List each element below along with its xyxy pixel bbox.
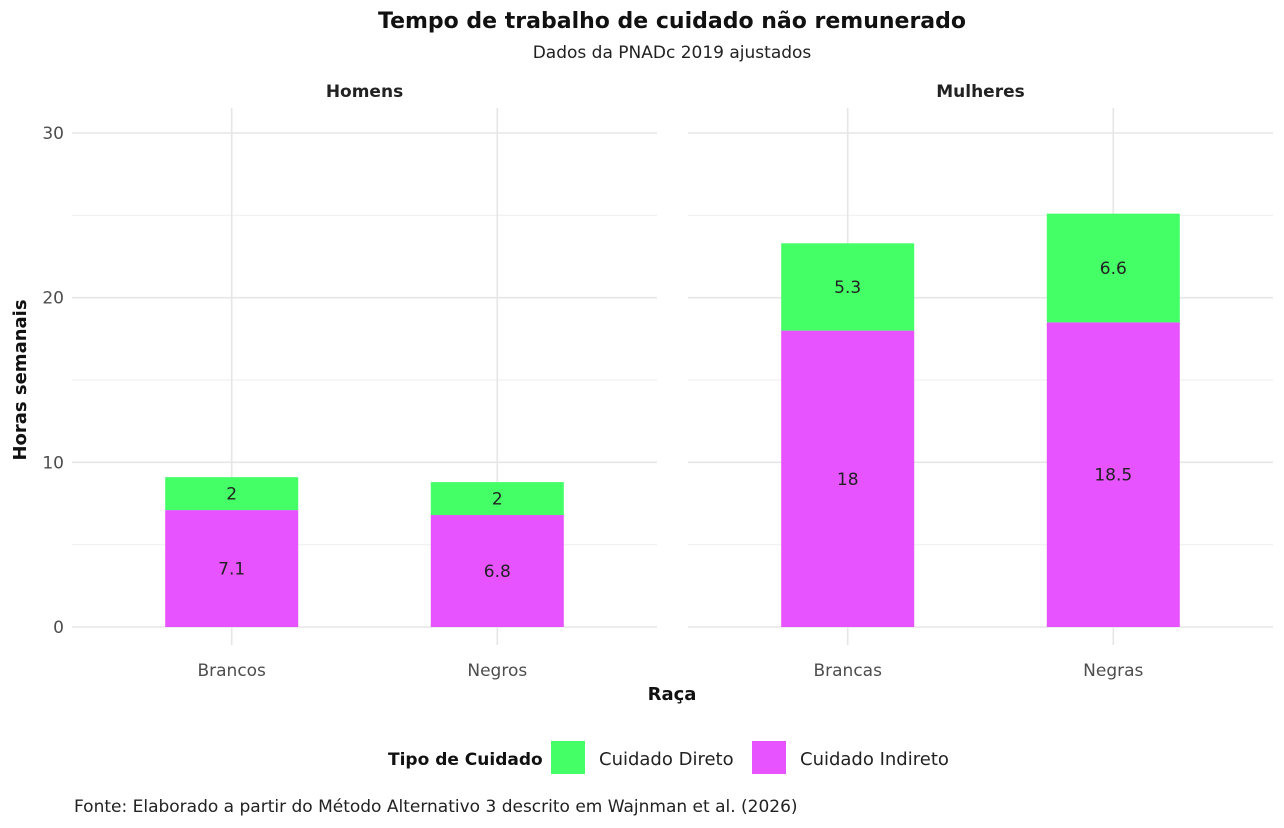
- data-label-cuidado-direto-negros: 2: [492, 490, 503, 510]
- panel-homens: Homens 7.1 2 Brancos 6.8 2 Negros: [72, 82, 657, 681]
- data-label-cuidado-indireto-negros: 6.8: [484, 562, 511, 582]
- bar-cuidado-indireto-negras: [1046, 322, 1180, 627]
- data-label-cuidado-indireto-brancas: 18: [837, 470, 859, 490]
- y-axis-title: Horas semanais: [10, 299, 31, 460]
- bar-cuidado-direto-brancas: [781, 243, 915, 331]
- panels: Homens 7.1 2 Brancos 6.8 2 Negros Mulheres 18 5.3…: [72, 82, 1273, 681]
- legend-swatch-cuidado-direto: [551, 741, 585, 774]
- x-axis-title: Raça: [648, 684, 697, 705]
- bar-cuidado-direto-negras: [1046, 213, 1180, 323]
- x-tick-label-brancas: Brancas: [813, 661, 882, 681]
- data-label-cuidado-direto-brancos: 2: [226, 485, 237, 505]
- x-tick-label-brancos: Brancos: [197, 661, 266, 681]
- bar-cuidado-direto-negros: [430, 482, 564, 516]
- data-label-cuidado-indireto-brancos: 7.1: [218, 560, 245, 580]
- chart-title: Tempo de trabalho de cuidado não remuner…: [378, 9, 966, 34]
- panel-strip-homens: Homens: [326, 82, 403, 102]
- bar-cuidado-direto-brancos: [165, 477, 299, 511]
- chart-subtitle: Dados da PNADc 2019 ajustados: [533, 43, 812, 63]
- legend: Tipo de Cuidado Cuidado Direto Cuidado I…: [388, 741, 949, 774]
- x-tick-label-negras: Negras: [1083, 661, 1143, 681]
- data-label-cuidado-indireto-negras: 18.5: [1094, 466, 1132, 486]
- x-tick-label-negros: Negros: [467, 661, 527, 681]
- bar-cuidado-indireto-brancas: [781, 330, 915, 627]
- data-label-cuidado-direto-negras: 6.6: [1100, 259, 1127, 279]
- legend-title: Tipo de Cuidado: [388, 750, 543, 770]
- y-tick-label-0: 0: [53, 618, 64, 638]
- panel-mulheres: Mulheres 18 5.3 Brancas 18.5 6.6 Negras: [688, 82, 1273, 681]
- y-tick-label-10: 10: [42, 453, 64, 473]
- bar-cuidado-indireto-negros: [430, 515, 564, 627]
- data-label-cuidado-direto-brancas: 5.3: [834, 278, 861, 298]
- panel-strip-mulheres: Mulheres: [936, 82, 1025, 102]
- legend-label-cuidado-direto: Cuidado Direto: [599, 749, 734, 770]
- chart-caption: Fonte: Elaborado a partir do Método Alte…: [74, 797, 798, 817]
- legend-swatch-cuidado-indireto: [752, 741, 786, 774]
- y-tick-label-30: 30: [42, 124, 64, 144]
- y-axis: 0 10 20 30: [42, 124, 64, 638]
- bar-cuidado-indireto-brancos: [165, 510, 299, 627]
- y-tick-label-20: 20: [42, 289, 64, 309]
- legend-label-cuidado-indireto: Cuidado Indireto: [800, 749, 949, 770]
